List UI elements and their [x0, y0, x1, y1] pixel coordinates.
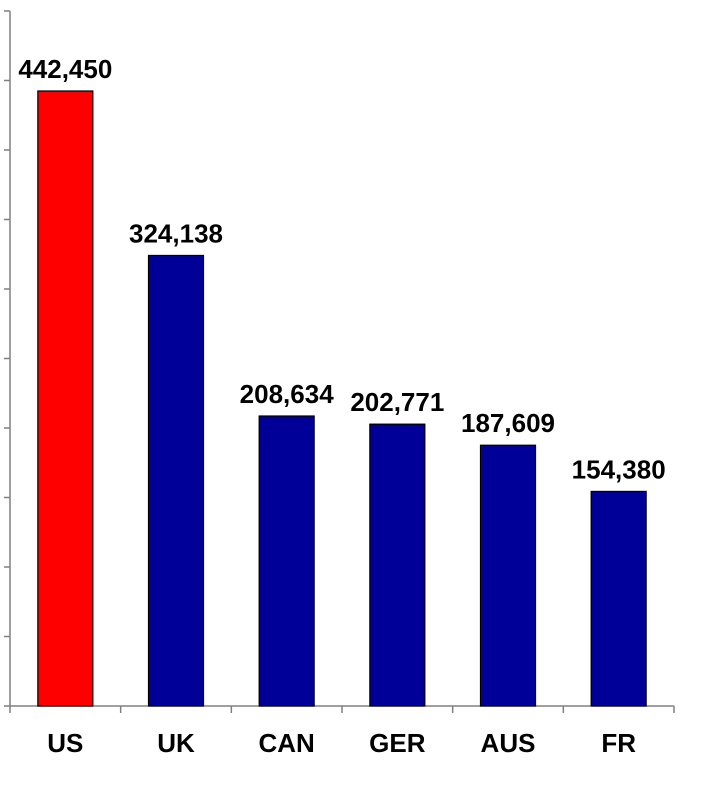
data-label-can: 208,634 [240, 379, 335, 409]
x-tick-label-aus: AUS [481, 728, 536, 758]
data-label-aus: 187,609 [461, 408, 555, 438]
x-tick-label-fr: FR [601, 728, 636, 758]
axis-layer [4, 10, 675, 713]
bar-aus [479, 444, 537, 707]
bar-can [258, 415, 315, 707]
x-tick-label-us: US [47, 728, 83, 758]
x-tick-label-ger: GER [369, 728, 426, 758]
data-label-us: 442,450 [18, 54, 112, 84]
x-tick-label-uk: UK [157, 728, 195, 758]
bar-ger [369, 423, 426, 707]
bar-uk [147, 254, 205, 707]
bar-us [37, 90, 94, 707]
label-layer: 442,450 US 324,138 UK 208,634 CAN 202,771 GER 18… [18, 54, 665, 758]
bar-layer [37, 90, 647, 707]
x-tick-label-can: CAN [258, 728, 314, 758]
data-label-fr: 154,380 [572, 454, 666, 484]
bar-fr [590, 490, 647, 707]
data-label-ger: 202,771 [350, 387, 444, 417]
data-label-uk: 324,138 [129, 218, 223, 248]
